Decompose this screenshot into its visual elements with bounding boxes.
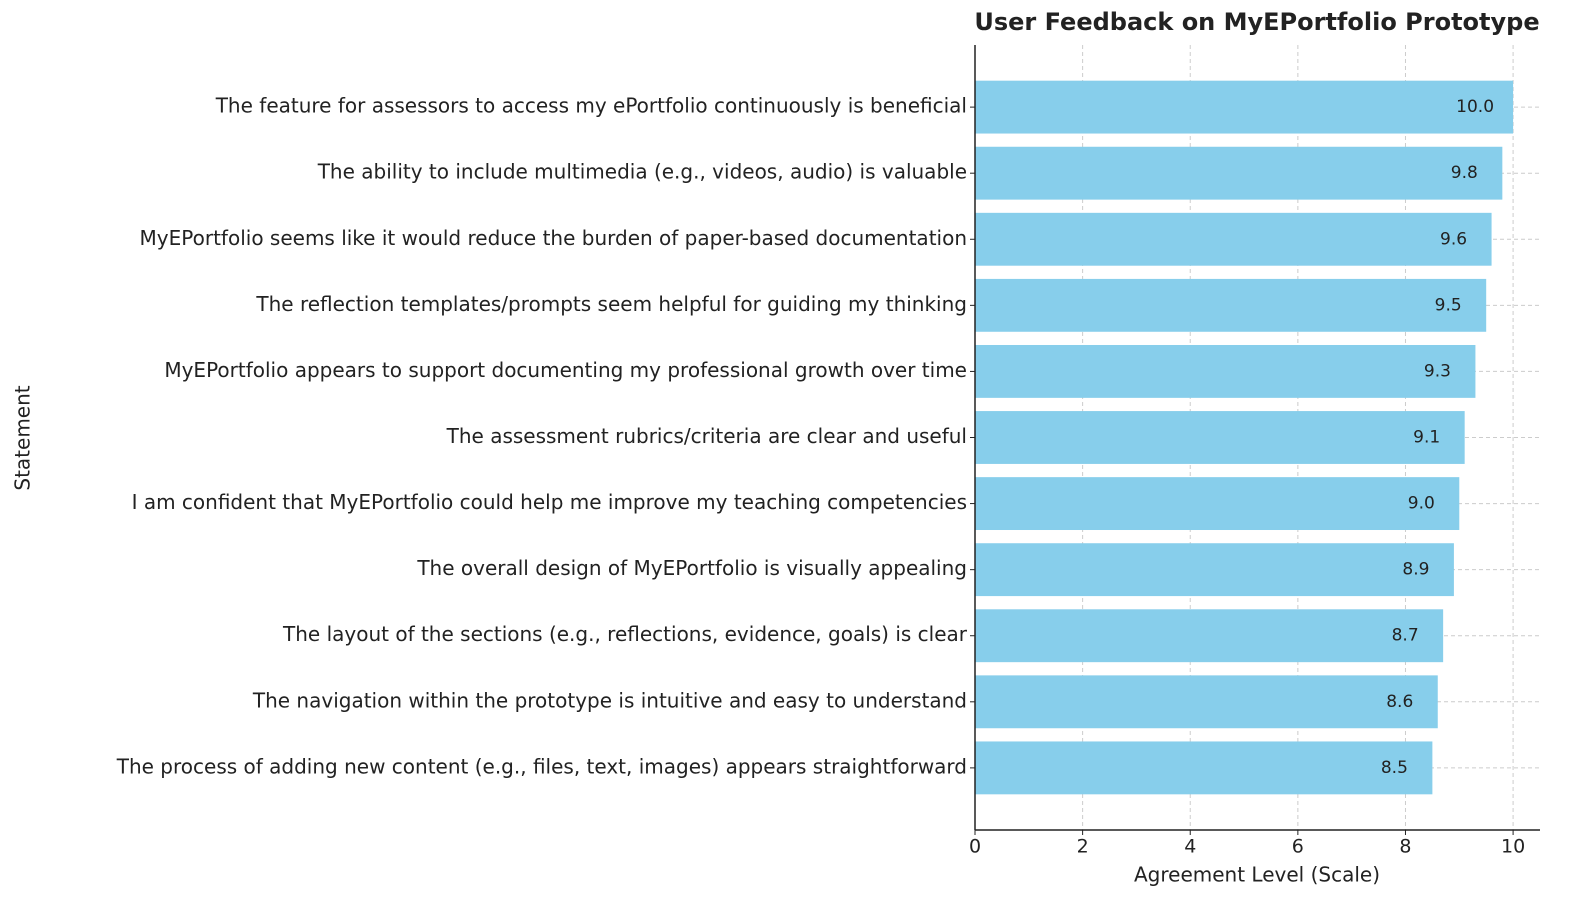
bar	[975, 278, 1487, 332]
value-label: 8.7	[1392, 626, 1419, 646]
y-tick-label: The feature for assessors to access my e…	[215, 94, 967, 118]
value-label: 9.1	[1413, 428, 1440, 448]
bar	[975, 543, 1454, 597]
value-label: 8.9	[1402, 560, 1429, 580]
y-tick-label: The navigation within the prototype is i…	[252, 688, 967, 712]
y-tick-label: The reflection templates/prompts seem he…	[255, 292, 967, 316]
bar	[975, 80, 1514, 134]
bar	[975, 344, 1476, 398]
value-label: 9.3	[1424, 361, 1451, 381]
value-label: 8.6	[1386, 692, 1413, 712]
bar	[975, 477, 1460, 531]
y-tick-label: MyEPortfolio seems like it would reduce …	[140, 226, 967, 250]
value-label: 10.0	[1456, 97, 1494, 117]
value-label: 9.5	[1435, 295, 1462, 315]
bar	[975, 411, 1465, 464]
value-label: 9.8	[1451, 163, 1478, 183]
value-label: 9.6	[1440, 229, 1467, 249]
y-tick-label: The layout of the sections (e.g., reflec…	[282, 622, 968, 646]
bar	[975, 146, 1503, 200]
y-axis-label: Statement	[11, 385, 35, 490]
x-tick-label: 2	[1077, 836, 1089, 858]
bar	[975, 609, 1444, 663]
bar	[975, 675, 1438, 729]
y-tick-label: The overall design of MyEPortfolio is vi…	[416, 556, 967, 580]
x-axis-label: Agreement Level (Scale)	[1134, 863, 1380, 887]
x-tick-label: 10	[1501, 836, 1525, 858]
x-tick-label: 8	[1399, 836, 1411, 858]
y-tick-label: I am confident that MyEPortfolio could h…	[132, 490, 967, 514]
chart-title: User Feedback on MyEPortfolio Prototype	[974, 8, 1539, 36]
bar	[975, 741, 1433, 795]
value-label: 8.5	[1381, 758, 1408, 778]
bar	[975, 212, 1492, 266]
x-tick-label: 6	[1292, 836, 1304, 858]
x-tick-label: 0	[969, 836, 981, 858]
y-tick-label: The ability to include multimedia (e.g.,…	[317, 160, 967, 184]
y-tick-label: MyEPortfolio appears to support document…	[164, 358, 967, 382]
x-tick-label: 4	[1184, 836, 1196, 858]
value-label: 9.0	[1408, 494, 1435, 514]
y-tick-label: The assessment rubrics/criteria are clea…	[446, 424, 967, 448]
y-tick-label: The process of adding new content (e.g.,…	[116, 754, 967, 778]
